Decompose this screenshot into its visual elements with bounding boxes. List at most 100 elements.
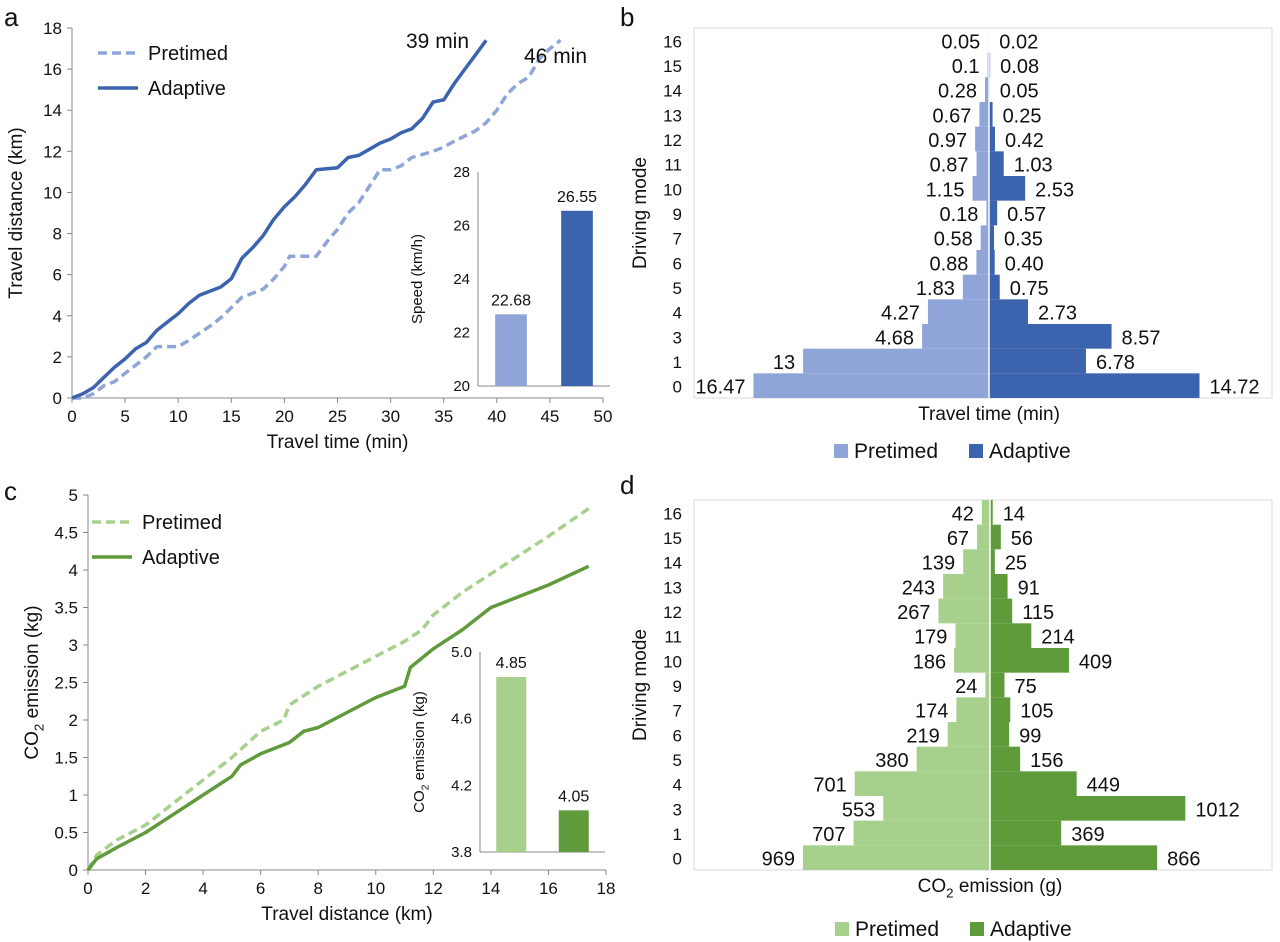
bar-adaptive [990,574,1008,599]
bar-label-pretimed: 0.28 [938,81,977,103]
bar-pretimed [986,200,989,226]
bar-label-adaptive: 0.57 [1007,204,1046,226]
bar-adaptive [989,373,1200,398]
bar-label-pretimed: 0.05 [941,31,980,53]
x-tick-label: 50 [594,407,613,426]
y-tick-label: 2.5 [54,674,78,693]
x-tick-label: 30 [381,407,400,426]
x-axis-title: Travel time (min) [267,432,409,453]
bar-label-pretimed: 0.67 [932,105,971,127]
legend-swatch-adaptive [970,922,984,936]
bar-label-adaptive: 214 [1041,627,1074,649]
bar-label-adaptive: 14 [1003,503,1025,525]
bar-label-pretimed: 1.83 [916,278,955,300]
category-label: 12 [663,131,682,150]
category-label: 5 [673,751,682,770]
bar-adaptive [990,500,993,525]
bar-label-pretimed: 380 [875,750,908,772]
legend-label-pretimed: Pretimed [148,43,228,65]
bar-label-adaptive: 449 [1087,775,1120,797]
y-tick-label: 6 [53,266,62,285]
bar-pretimed [922,324,989,349]
x-tick-label: 14 [481,879,500,898]
bar-pretimed [943,574,990,599]
bar-adaptive [989,299,1029,324]
x-axis-title-suffix: emission (g) [954,876,1063,897]
category-label: 14 [663,554,682,573]
y-tick-label: 3.5 [54,599,78,618]
legend-swatch-pretimed [835,922,849,936]
category-label: 16 [663,32,682,51]
bar-pretimed [977,524,990,550]
bar-pretimed [976,250,989,275]
bar-label-adaptive: 866 [1167,849,1200,871]
bar-label-pretimed: 969 [762,849,795,871]
bar-label-pretimed: 0.87 [930,155,969,177]
bar-label-pretimed: 0.97 [928,130,967,152]
y-axis-title: Travel distance (km) [6,127,27,298]
inset-bar-label: 22.68 [491,292,531,309]
bar-label-pretimed: 4.68 [875,327,914,349]
category-label: 1 [673,353,682,372]
bar-adaptive [990,598,1013,624]
y-tick-label: 2 [53,348,62,367]
inset-y-tick-label: 24 [453,271,470,288]
x-tick-label: 10 [169,407,188,426]
x-tick-label: 12 [424,879,443,898]
bar-pretimed [753,373,989,398]
bar-adaptive [989,176,1026,201]
inset-y-axis-title-main: CO [411,790,428,813]
annotation-pretimed-time: 46 min [524,45,587,68]
series-line-adaptive [71,39,488,400]
panel-letter-d: d [620,470,634,500]
category-label: 16 [663,504,682,523]
bar-adaptive [989,151,1004,176]
inset-bar-adaptive [558,810,589,852]
bar-label-adaptive: 0.02 [999,31,1038,53]
category-label: 15 [663,57,682,76]
bar-label-adaptive: 1.03 [1014,155,1053,177]
bar-label-pretimed: 0.88 [929,253,968,275]
bar-adaptive [990,697,1011,722]
legend-label-adaptive: Adaptive [148,78,226,100]
category-label: 9 [673,677,682,696]
bar-pretimed [954,648,990,673]
bar-label-pretimed: 243 [902,577,935,599]
y-axis-title-suffix: emission (kg) [22,605,43,723]
bar-adaptive [990,672,1005,698]
inset-y-tick-label: 28 [453,164,470,181]
y-axis-title: Driving mode [630,157,651,269]
panel-letter-c: c [4,476,17,506]
bar-label-adaptive: 75 [1014,676,1036,698]
category-label: 11 [664,156,682,175]
y-tick-label: 4 [69,561,78,580]
y-tick-label: 1.5 [54,749,78,768]
inset-y-tick-label: 20 [453,378,470,395]
inset-y-tick-label: 4.6 [451,711,472,728]
y-tick-label: 4.5 [54,524,78,543]
x-tick-label: 45 [540,407,559,426]
category-label: 3 [673,800,682,819]
bar-label-pretimed: 13 [773,352,795,374]
bar-pretimed [938,598,990,624]
category-label: 11 [664,628,682,647]
bar-label-pretimed: 219 [906,725,939,747]
x-axis-title: Travel time (min) [918,404,1060,425]
bar-label-adaptive: 0.05 [1000,81,1039,103]
x-tick-label: 16 [539,879,558,898]
category-label: 9 [673,205,682,224]
series-line-adaptive [86,564,590,872]
bar-adaptive [990,820,1062,846]
panel-a: a0 5 10 15 20 25 30 35 40 45 50024681012141618Trav… [4,2,612,453]
x-tick-label: 40 [487,407,506,426]
bar-pretimed [803,348,989,374]
bar-label-pretimed: 0.1 [952,56,980,78]
inset-bar-label: 4.85 [496,655,527,672]
y-tick-label: 0.5 [54,824,78,843]
y-tick-label: 2 [69,711,78,730]
bar-pretimed [984,77,989,102]
bar-label-adaptive: 2.53 [1035,179,1074,201]
category-label: 0 [673,378,682,397]
